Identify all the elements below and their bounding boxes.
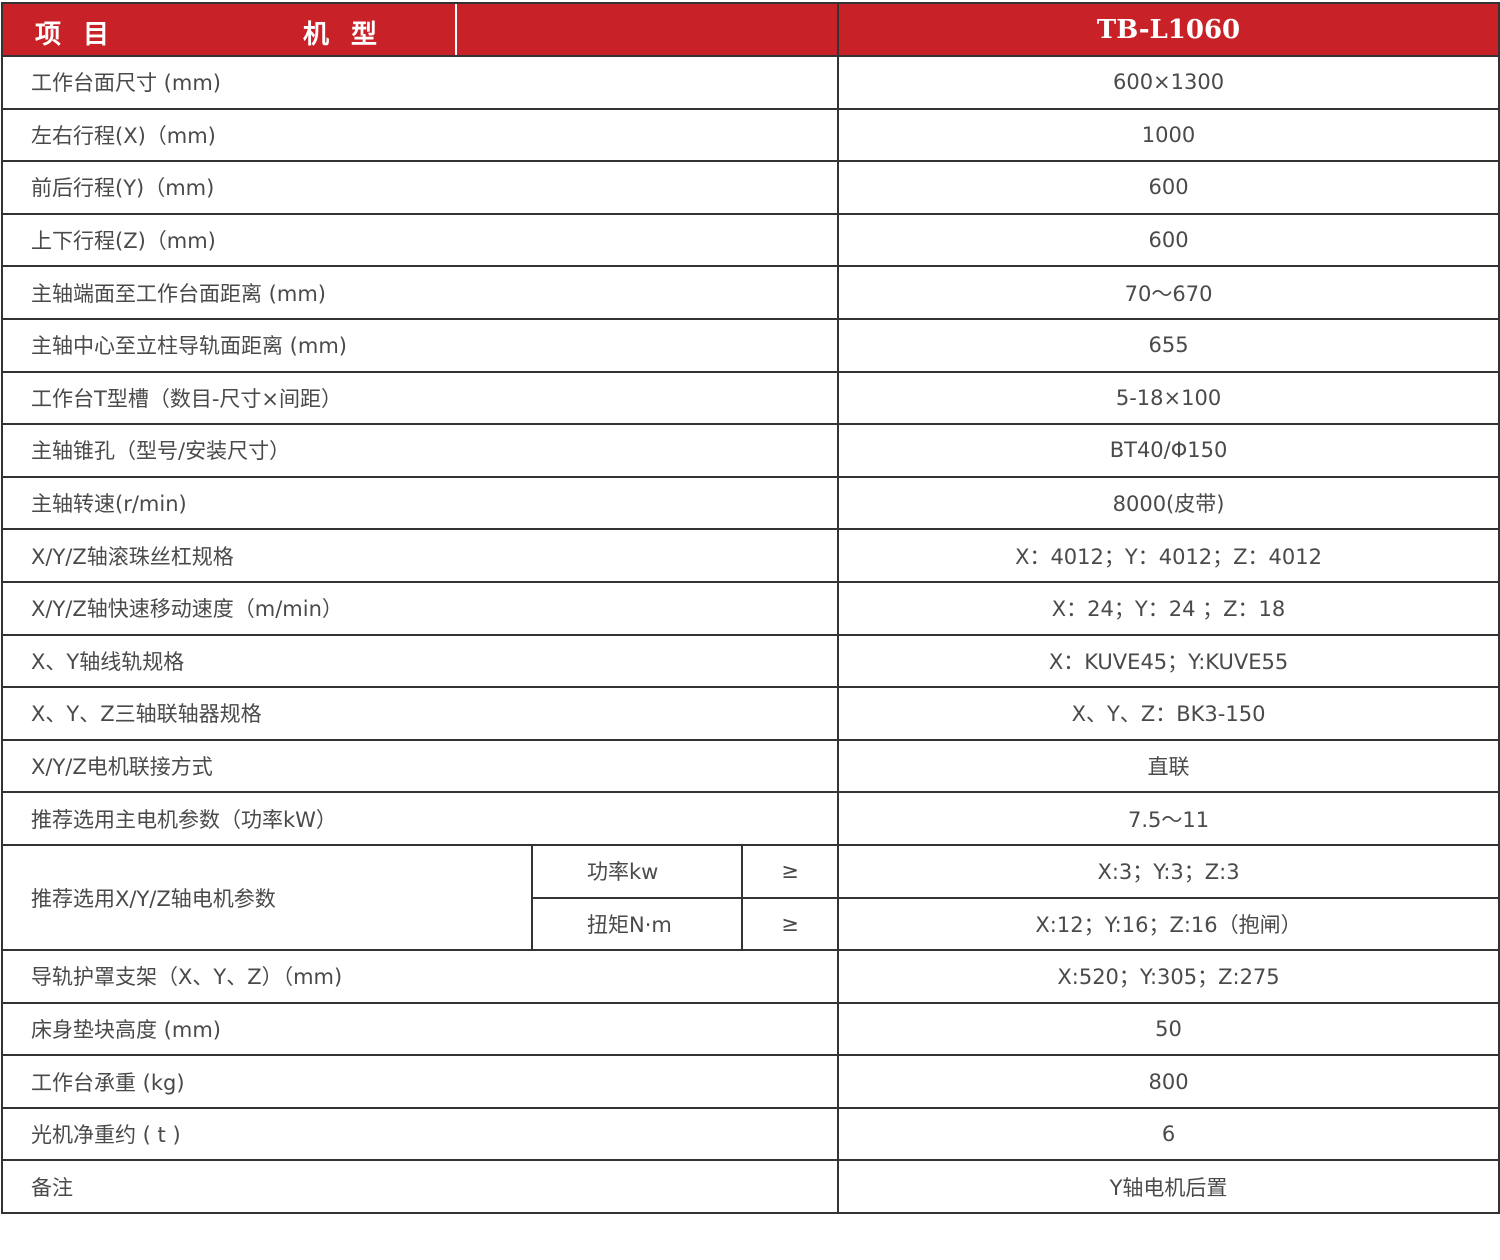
table-row: 工作台面尺寸 (mm) 600×1300 [0, 55, 1500, 110]
table-row: 光机净重约 ( t ) 6 [0, 1106, 1500, 1162]
row-value: 7.5～11 [837, 791, 1500, 846]
table-row: 工作台承重 (kg) 800 [0, 1054, 1500, 1109]
header-model: TB-L1060 [837, 2, 1500, 57]
table-row: 左右行程(X)（mm) 1000 [0, 107, 1500, 163]
row-label: 主轴转速(r/min) [0, 475, 840, 531]
table-row: X/Y/Z轴滚珠丝杠规格 X：4012；Y：4012；Z：4012 [0, 528, 1500, 583]
row-label: X、Y、Z三轴联轴器规格 [0, 686, 840, 741]
table-row: 推荐选用主电机参数（功率kW） 7.5～11 [0, 791, 1500, 846]
row-value: X：4012；Y：4012；Z：4012 [837, 528, 1500, 583]
row-label: X/Y/Z电机联接方式 [0, 738, 840, 794]
spec-table: 项目 机型 TB-L1060 工作台面尺寸 (mm) 600×1300 左右行程(X… [0, 2, 1500, 1215]
sub-operator: ≥ [740, 843, 840, 899]
header-row: 项目 机型 TB-L1060 [0, 2, 1500, 57]
table-row: 主轴端面至工作台面距离 (mm) 70～670 [0, 265, 1500, 320]
row-value: X:3；Y:3；Z:3 [837, 843, 1500, 899]
row-value: 800 [837, 1054, 1500, 1109]
row-label: 工作台面尺寸 (mm) [0, 55, 840, 110]
row-label: 主轴端面至工作台面距离 (mm) [0, 265, 840, 320]
row-value: 直联 [837, 738, 1500, 794]
row-value: 5-18×100 [837, 370, 1500, 426]
row-label: 推荐选用X/Y/Z轴电机参数 [1, 843, 533, 952]
row-label: 备注 [0, 1159, 840, 1215]
table-row-split: 推荐选用X/Y/Z轴电机参数 功率kw ≥ X:3；Y:3；Z:3 [1, 843, 1500, 952]
row-label: X、Y轴线轨规格 [0, 633, 840, 689]
table-row: X/Y/Z轴快速移动速度（m/min） X：24；Y：24 ；Z：18 [0, 580, 1500, 636]
table-row: X、Y轴线轨规格 X：KUVE45；Y:KUVE55 [0, 633, 1500, 689]
header-item-label: 项目 [35, 20, 132, 50]
table-row-split: 扭矩N·m ≥ X:12；Y:16；Z:16（抱闸） [2, 896, 1500, 952]
row-value: 600 [837, 212, 1500, 268]
row-label: 导轨护罩支架（X、Y、Z）（mm) [0, 949, 840, 1004]
table-row: 主轴锥孔（型号/安装尺寸） BT40/Φ150 [0, 423, 1500, 478]
sub-label: 扭矩N·m [531, 896, 743, 952]
row-label: 推荐选用主电机参数（功率kW） [0, 791, 840, 846]
header-model-label: 机型 [303, 20, 400, 50]
row-value: 8000(皮带) [837, 475, 1500, 531]
row-label: 主轴锥孔（型号/安装尺寸） [0, 423, 840, 478]
row-value: X、Y、Z：BK3-150 [837, 686, 1500, 741]
row-label: 工作台承重 (kg) [0, 1054, 840, 1109]
table-row: 上下行程(Z)（mm) 600 [0, 212, 1500, 268]
row-value: X：24；Y：24 ；Z：18 [837, 580, 1500, 636]
table-row: 床身垫块高度 (mm) 50 [0, 1001, 1500, 1057]
header-label-cell: 项目 机型 [0, 2, 840, 57]
table-row: 主轴转速(r/min) 8000(皮带) [0, 475, 1500, 531]
table-row: 工作台T型槽（数目-尺寸×间距） 5-18×100 [0, 370, 1500, 426]
header-divider [455, 4, 457, 55]
sub-label: 功率kw [531, 843, 743, 899]
row-value: Y轴电机后置 [837, 1159, 1500, 1215]
row-value: 70～670 [837, 265, 1500, 320]
table-row: 备注 Y轴电机后置 [0, 1159, 1500, 1215]
row-value: X:12；Y:16；Z:16（抱闸） [837, 896, 1500, 952]
row-value: 6 [837, 1106, 1500, 1162]
row-value: 600 [837, 160, 1500, 215]
table-row: 前后行程(Y)（mm) 600 [0, 160, 1500, 215]
row-label: 工作台T型槽（数目-尺寸×间距） [0, 370, 840, 426]
row-value: X:520；Y:305；Z:275 [837, 949, 1500, 1004]
row-value: 50 [837, 1001, 1500, 1057]
row-value: X：KUVE45；Y:KUVE55 [837, 633, 1500, 689]
table-row: X、Y、Z三轴联轴器规格 X、Y、Z：BK3-150 [0, 686, 1500, 741]
sub-operator: ≥ [740, 896, 840, 952]
row-label: 前后行程(Y)（mm) [0, 160, 840, 215]
table-row: X/Y/Z电机联接方式 直联 [0, 738, 1500, 794]
row-label: 光机净重约 ( t ) [0, 1106, 840, 1162]
row-value: BT40/Φ150 [837, 423, 1500, 478]
row-label: 左右行程(X)（mm) [0, 107, 840, 163]
row-value: 1000 [837, 107, 1500, 163]
table-row: 导轨护罩支架（X、Y、Z）（mm) X:520；Y:305；Z:275 [0, 949, 1500, 1004]
row-value: 655 [837, 317, 1500, 373]
row-label: 主轴中心至立柱导轨面距离 (mm) [0, 317, 840, 373]
row-label: 床身垫块高度 (mm) [0, 1001, 840, 1057]
row-value: 600×1300 [837, 55, 1500, 110]
table-row: 主轴中心至立柱导轨面距离 (mm) 655 [0, 317, 1500, 373]
row-label: X/Y/Z轴滚珠丝杠规格 [0, 528, 840, 583]
row-label: X/Y/Z轴快速移动速度（m/min） [0, 580, 840, 636]
row-label: 上下行程(Z)（mm) [0, 212, 840, 268]
